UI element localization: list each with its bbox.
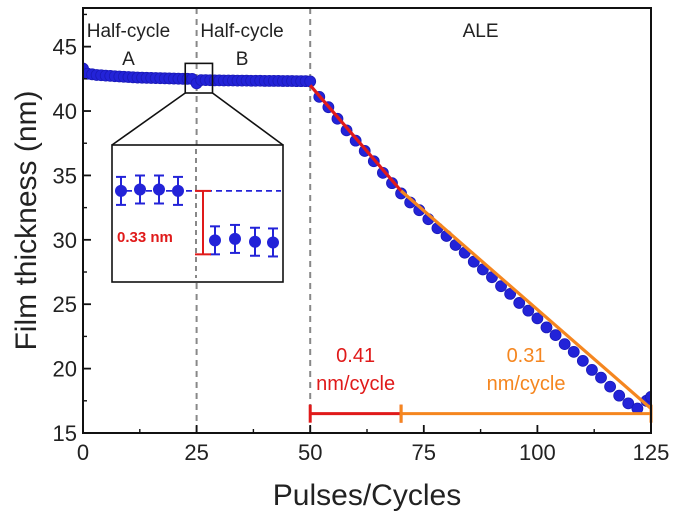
rate-unit-label-0: nm/cycle [316, 373, 395, 395]
inset-point [115, 184, 127, 197]
region-labels: Half-cycle A Half-cycle B ALE 0.41 nm/cycle 0.3… [87, 21, 566, 395]
y-tick-label: 45 [53, 35, 77, 60]
zoom-window [184, 62, 214, 94]
region-sublabel-1: B [236, 49, 249, 70]
data-point [613, 389, 626, 402]
fit-lines [308, 84, 653, 410]
data-point [645, 391, 651, 403]
data-point [304, 75, 317, 88]
data-point [622, 397, 635, 410]
y-tick-label: 25 [53, 292, 77, 317]
x-tick-label: 100 [519, 440, 556, 465]
data-point [531, 312, 544, 325]
zoom-connector-left [111, 92, 186, 146]
x-tick-label: 25 [184, 440, 208, 465]
region-label-2: ALE [463, 21, 499, 42]
data-point [567, 345, 580, 358]
x-tick-label: 0 [77, 440, 89, 465]
region-label-1: Half-cycle [200, 21, 283, 42]
data-point [522, 304, 535, 317]
axes: 0 25 50 75 100 125 15 20 25 30 35 40 45 Pulses/Cycles… [10, 7, 670, 511]
fit-line-0 [308, 84, 403, 192]
rate-value-label-1: 0.31 [507, 345, 546, 367]
rate-value-label-0: 0.41 [336, 345, 375, 367]
region-sublabel-0: A [122, 49, 135, 70]
data-point [549, 329, 562, 342]
data-point [495, 280, 507, 293]
region-label-0: Half-cycle [87, 21, 170, 42]
data-point [504, 288, 517, 300]
y-tick-label: 30 [53, 228, 77, 253]
data-point [604, 380, 617, 393]
inset-annotation: 0.33 nm [117, 229, 173, 246]
zoom-connector-right [212, 92, 284, 146]
x-axis-title: Pulses/Cycles [273, 479, 461, 511]
y-tick-label: 15 [53, 421, 77, 446]
fit-line-1 [400, 189, 653, 410]
inset-point [134, 183, 146, 196]
x-tick-label: 125 [633, 440, 670, 465]
x-tick-label: 50 [298, 440, 322, 465]
x-tick-label: 75 [412, 440, 436, 465]
data-point [540, 321, 553, 334]
data-point [513, 297, 526, 309]
y-axis-title: Film thickness (nm) [10, 90, 43, 350]
inset-point [267, 236, 279, 249]
data-point [595, 371, 607, 384]
data-point [558, 338, 571, 351]
y-tick-label: 40 [53, 99, 77, 124]
inset-point [153, 183, 165, 196]
inset-point [172, 184, 184, 197]
inset-frame [111, 144, 284, 283]
rate-unit-label-1: nm/cycle [487, 373, 566, 395]
data-point [576, 354, 589, 367]
inset-point [249, 235, 261, 248]
data-points [83, 62, 651, 415]
inset-point [229, 232, 241, 245]
inset-point [209, 234, 221, 247]
y-tick-label: 35 [53, 163, 77, 188]
inset: 0.33 nm [111, 62, 284, 283]
y-tick-label: 20 [53, 357, 77, 382]
data-point [586, 363, 598, 376]
data-point [395, 187, 407, 200]
